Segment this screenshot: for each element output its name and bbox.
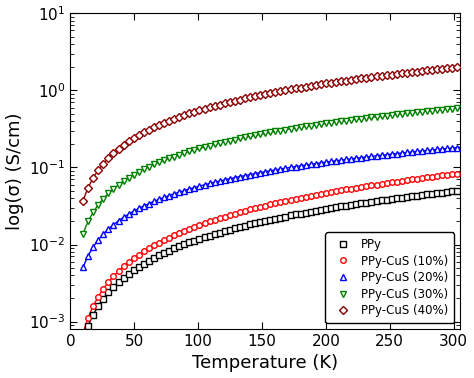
PPy-CuS (30%) (414, 110, 420, 115)
PPy-CuS (40%) (389, 72, 394, 77)
PPy-CuS (20%) (80, 265, 86, 270)
PPy-CuS (40%) (374, 74, 379, 79)
PPy-CuS (40%) (364, 76, 369, 80)
Y-axis label: log(σ) (S/cm): log(σ) (S/cm) (6, 113, 24, 230)
PPy (414, 193, 420, 198)
PPy (374, 199, 379, 203)
PPy-CuS (40%) (414, 69, 420, 74)
PPy-CuS (30%) (455, 106, 460, 110)
Legend: PPy, PPy-CuS (10%), PPy-CuS (20%), PPy-CuS (30%), PPy-CuS (40%): PPy, PPy-CuS (10%), PPy-CuS (20%), PPy-C… (326, 232, 454, 323)
PPy-CuS (20%) (379, 153, 384, 158)
PPy-CuS (30%) (80, 231, 86, 236)
PPy (379, 198, 384, 203)
Line: PPy-CuS (20%): PPy-CuS (20%) (81, 145, 460, 270)
PPy-CuS (10%) (379, 181, 384, 186)
PPy-CuS (10%) (110, 274, 116, 279)
PPy-CuS (20%) (389, 152, 394, 156)
PPy (110, 285, 116, 289)
PPy-CuS (20%) (364, 155, 369, 159)
PPy-CuS (10%) (80, 331, 86, 336)
Line: PPy-CuS (40%): PPy-CuS (40%) (81, 65, 460, 203)
PPy-CuS (30%) (110, 187, 116, 191)
X-axis label: Temperature (K): Temperature (K) (192, 355, 338, 372)
PPy-CuS (20%) (374, 153, 379, 158)
PPy-CuS (40%) (110, 151, 116, 155)
PPy-CuS (40%) (80, 198, 86, 203)
PPy-CuS (30%) (379, 114, 384, 118)
PPy-CuS (20%) (414, 149, 420, 154)
PPy (455, 189, 460, 193)
PPy (80, 338, 86, 342)
PPy-CuS (10%) (414, 177, 420, 181)
Line: PPy-CuS (10%): PPy-CuS (10%) (81, 171, 460, 336)
PPy-CuS (10%) (364, 184, 369, 188)
PPy-CuS (40%) (455, 65, 460, 70)
PPy-CuS (20%) (110, 222, 116, 227)
PPy-CuS (30%) (374, 115, 379, 119)
PPy-CuS (10%) (374, 182, 379, 187)
PPy (389, 197, 394, 201)
PPy-CuS (10%) (389, 180, 394, 184)
PPy-CuS (30%) (389, 113, 394, 117)
Line: PPy-CuS (30%): PPy-CuS (30%) (81, 105, 460, 236)
PPy-CuS (30%) (364, 116, 369, 120)
PPy (364, 200, 369, 205)
PPy-CuS (10%) (455, 171, 460, 176)
PPy-CuS (20%) (455, 145, 460, 150)
PPy-CuS (40%) (379, 73, 384, 78)
Line: PPy: PPy (81, 188, 460, 343)
